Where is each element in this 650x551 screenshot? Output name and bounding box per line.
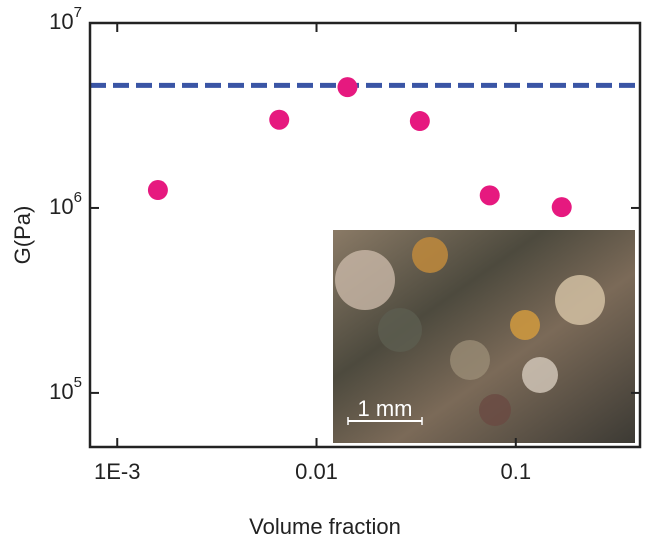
data-point	[479, 185, 500, 206]
y-axis-label: G(Pa)	[10, 206, 35, 265]
y-tick-label: 107	[49, 4, 82, 34]
x-axis-label: Volume fraction	[249, 514, 401, 539]
data-point	[551, 197, 572, 218]
x-tick-label: 0.01	[295, 459, 338, 484]
data-point	[147, 180, 168, 201]
y-tick-label: 106	[49, 189, 82, 219]
x-tick-label: 1E-3	[94, 459, 140, 484]
data-point	[269, 109, 290, 130]
scale-bar-label: 1 mm	[358, 396, 413, 421]
y-tick-label: 105	[49, 374, 82, 404]
data-point	[337, 77, 358, 98]
plot-frame	[88, 21, 642, 449]
x-tick-label: 0.1	[501, 459, 532, 484]
data-point	[409, 111, 430, 132]
inset-photo: 1 mm	[333, 230, 635, 443]
